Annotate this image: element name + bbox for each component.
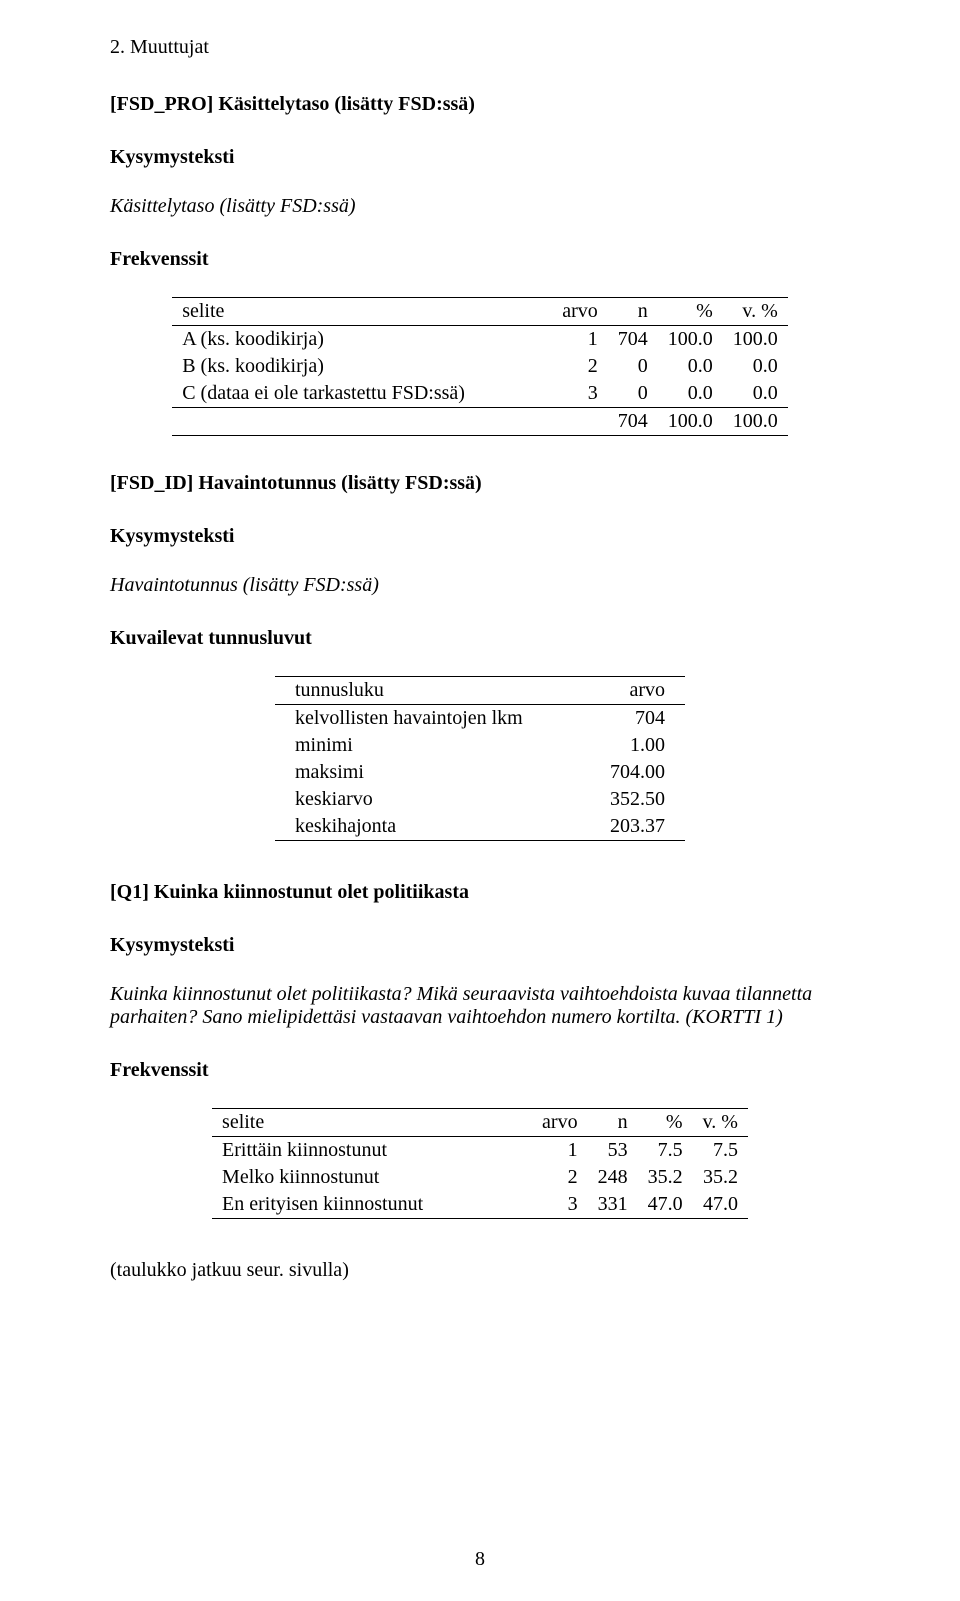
table-row: keskihajonta 203.37 <box>275 813 685 841</box>
table-row: C (dataa ei ole tarkastettu FSD:ssä) 3 0… <box>172 380 788 408</box>
kysymysteksti-label: Kysymysteksti <box>110 146 850 169</box>
col-n: n <box>588 1109 638 1137</box>
cell: 100.0 <box>723 326 788 354</box>
kysymysteksti-label: Kysymysteksti <box>110 934 850 957</box>
frekvenssit-label: Frekvenssit <box>110 1059 850 1082</box>
kysymysteksti-text: Käsittelytaso (lisätty FSD:ssä) <box>110 195 850 218</box>
cell: 2 <box>552 353 608 380</box>
col-arvo: arvo <box>552 298 608 326</box>
cell: keskiarvo <box>275 786 575 813</box>
table-total-row: 704 100.0 100.0 <box>172 408 788 436</box>
kysymysteksti-label: Kysymysteksti <box>110 525 850 548</box>
table-row: En erityisen kiinnostunut 3 331 47.0 47.… <box>212 1191 748 1219</box>
col-pct: % <box>638 1109 693 1137</box>
cell: 0.0 <box>723 380 788 408</box>
cell: 0.0 <box>658 353 723 380</box>
cell: 47.0 <box>693 1191 748 1219</box>
col-selite: selite <box>172 298 552 326</box>
cell: C (dataa ei ole tarkastettu FSD:ssä) <box>172 380 552 408</box>
cell: 3 <box>532 1191 588 1219</box>
cell: 1 <box>532 1137 588 1165</box>
cell: maksimi <box>275 759 575 786</box>
table-row: B (ks. koodikirja) 2 0 0.0 0.0 <box>172 353 788 380</box>
cell: 704 <box>608 408 658 436</box>
cell: Erittäin kiinnostunut <box>212 1137 532 1165</box>
col-vpct: v. % <box>693 1109 748 1137</box>
cell: 331 <box>588 1191 638 1219</box>
table-header-row: selite arvo n % v. % <box>172 298 788 326</box>
table-header-row: selite arvo n % v. % <box>212 1109 748 1137</box>
cell: minimi <box>275 732 575 759</box>
stats-table: tunnusluku arvo kelvollisten havaintojen… <box>275 676 685 841</box>
cell: 704 <box>608 326 658 354</box>
section-fsd-id-title: [FSD_ID] Havaintotunnus (lisätty FSD:ssä… <box>110 472 850 495</box>
cell: 1.00 <box>575 732 685 759</box>
table-header-row: tunnusluku arvo <box>275 677 685 705</box>
cell: Melko kiinnostunut <box>212 1164 532 1191</box>
page: 2. Muuttujat [FSD_PRO] Käsittelytaso (li… <box>0 0 960 1601</box>
cell: 1 <box>552 326 608 354</box>
cell: 7.5 <box>693 1137 748 1165</box>
chapter-heading: 2. Muuttujat <box>110 36 850 59</box>
cell: keskihajonta <box>275 813 575 841</box>
cell <box>552 408 608 436</box>
table-row: maksimi 704.00 <box>275 759 685 786</box>
cell: 704 <box>575 705 685 733</box>
col-n: n <box>608 298 658 326</box>
tunnusluvut-label: Kuvailevat tunnusluvut <box>110 627 850 650</box>
cell: 53 <box>588 1137 638 1165</box>
cell: 704.00 <box>575 759 685 786</box>
freq-table-q1: selite arvo n % v. % Erittäin kiinnostun… <box>212 1108 748 1219</box>
page-number: 8 <box>0 1548 960 1571</box>
cell: 35.2 <box>638 1164 693 1191</box>
table-row: kelvollisten havaintojen lkm 704 <box>275 705 685 733</box>
table-row: Erittäin kiinnostunut 1 53 7.5 7.5 <box>212 1137 748 1165</box>
cell: 2 <box>532 1164 588 1191</box>
table-row: Melko kiinnostunut 2 248 35.2 35.2 <box>212 1164 748 1191</box>
cell: 7.5 <box>638 1137 693 1165</box>
col-pct: % <box>658 298 723 326</box>
table-row: keskiarvo 352.50 <box>275 786 685 813</box>
kysymysteksti-text: Kuinka kiinnostunut olet politiikasta? M… <box>110 983 850 1029</box>
section-fsd-pro-title: [FSD_PRO] Käsittelytaso (lisätty FSD:ssä… <box>110 93 850 116</box>
cell: En erityisen kiinnostunut <box>212 1191 532 1219</box>
col-arvo: arvo <box>532 1109 588 1137</box>
col-arvo: arvo <box>575 677 685 705</box>
col-selite: selite <box>212 1109 532 1137</box>
freq-table-fsd-pro: selite arvo n % v. % A (ks. koodikirja) … <box>172 297 788 436</box>
cell: 100.0 <box>723 408 788 436</box>
cell: 100.0 <box>658 326 723 354</box>
cell: B (ks. koodikirja) <box>172 353 552 380</box>
cell: 0.0 <box>658 380 723 408</box>
cell <box>172 408 552 436</box>
col-vpct: v. % <box>723 298 788 326</box>
cell: 0 <box>608 353 658 380</box>
cell: kelvollisten havaintojen lkm <box>275 705 575 733</box>
frekvenssit-label: Frekvenssit <box>110 248 850 271</box>
cell: 0 <box>608 380 658 408</box>
cell: 100.0 <box>658 408 723 436</box>
cell: 47.0 <box>638 1191 693 1219</box>
cell: 3 <box>552 380 608 408</box>
section-q1-title: [Q1] Kuinka kiinnostunut olet politiikas… <box>110 881 850 904</box>
table-row: A (ks. koodikirja) 1 704 100.0 100.0 <box>172 326 788 354</box>
cell: 248 <box>588 1164 638 1191</box>
cell: 352.50 <box>575 786 685 813</box>
table-continues-note: (taulukko jatkuu seur. sivulla) <box>110 1259 850 1282</box>
table-row: minimi 1.00 <box>275 732 685 759</box>
cell: 203.37 <box>575 813 685 841</box>
kysymysteksti-text: Havaintotunnus (lisätty FSD:ssä) <box>110 574 850 597</box>
cell: A (ks. koodikirja) <box>172 326 552 354</box>
cell: 0.0 <box>723 353 788 380</box>
cell: 35.2 <box>693 1164 748 1191</box>
col-tunnusluku: tunnusluku <box>275 677 575 705</box>
